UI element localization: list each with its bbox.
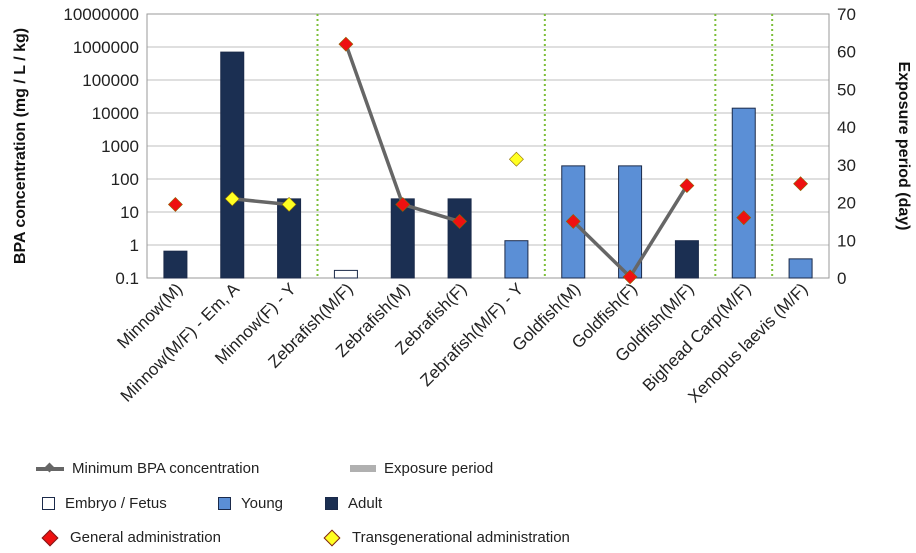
exposure-marker-5 [452, 214, 468, 229]
y-tick-label-5: 10000 [92, 104, 139, 123]
exposure-marker-1 [224, 191, 240, 207]
legend-item-general: General administration [40, 529, 221, 546]
bar-9 [674, 240, 699, 279]
y2-tick-label-4: 40 [837, 118, 856, 137]
x-tick-label-10: Bighead Carp(M/F) [639, 279, 755, 395]
legend-item-exposure: Exposure period [350, 460, 493, 477]
exposure-marker-2 [281, 197, 297, 212]
legend-embryo-swatch [42, 497, 55, 510]
legend-exposure-swatch [350, 465, 376, 472]
x-tick-label-6: Zebrafish(M/F) - Y [417, 279, 528, 390]
exposure-marker-11 [793, 176, 809, 192]
legend-general-label: General administration [70, 529, 221, 546]
y-tick-label-0: 0.1 [115, 269, 139, 288]
bar-6 [504, 240, 529, 279]
plot-frame [146, 13, 830, 279]
y-tick-label-1: 1 [130, 236, 139, 255]
legend-item-young: Young [218, 495, 283, 512]
bar-3 [333, 269, 358, 279]
y2-tick-label-6: 60 [837, 43, 856, 62]
legend-exposure-label: Exposure period [384, 460, 494, 477]
exposure-line-1 [344, 43, 461, 224]
y-tick-label-2: 10 [120, 203, 139, 222]
exposure-marker-7 [565, 214, 581, 229]
y-tick-label-8: 10000000 [63, 5, 139, 24]
y-tick-label-4: 1000 [101, 137, 139, 156]
chart-plot: 0.1 1 10 100 1000 10000 100000 1000000 10000000 0… [12, 5, 912, 406]
legend-transgenerational-label: Transgenerational administration [352, 529, 570, 546]
bar-5 [447, 198, 472, 279]
y2-tick-label-7: 70 [837, 5, 856, 24]
legend-young-label: Young [241, 495, 283, 512]
y2-axis-title: Exposure period (day) [895, 62, 912, 231]
y-tick-label-7: 1000000 [73, 38, 139, 57]
y2-tick-label-1: 10 [837, 231, 856, 250]
legend-embryo-label: Embryo / Fetus [65, 495, 167, 512]
legend-adult-label: Adult [348, 495, 383, 512]
bar-1 [220, 51, 245, 279]
chart-legend: Minimum BPA concentration Exposure perio… [0, 452, 916, 552]
exposure-marker-3 [338, 36, 354, 52]
legend-item-embryo: Embryo / Fetus [42, 495, 167, 512]
exposure-marker-9 [679, 178, 695, 194]
exposure-marker-8 [622, 269, 638, 285]
bar-11 [788, 258, 813, 279]
legend-young-swatch [218, 497, 231, 510]
y2-tick-label-0: 0 [837, 269, 846, 288]
bar-10 [731, 107, 756, 279]
legend-line-label: Minimum BPA concentration [72, 460, 260, 477]
exposure-marker-0 [167, 197, 183, 212]
y2-tick-label-2: 20 [837, 194, 856, 213]
legend-general-swatch [41, 529, 59, 546]
exposure-marker-10 [736, 210, 752, 226]
y-tick-label-3: 100 [111, 170, 139, 189]
y-tick-label-6: 100000 [82, 71, 139, 90]
exposure-line-0 [232, 197, 290, 207]
legend-item-line: Minimum BPA concentration [36, 460, 259, 477]
exposure-marker-4 [395, 197, 411, 212]
legend-item-transgenerational: Transgenerational administration [322, 529, 570, 546]
legend-line-swatch [36, 462, 64, 472]
y-axis-title: BPA concentration (mg / L / kg) [12, 28, 29, 264]
y2-tick-label-5: 50 [837, 80, 856, 99]
exposure-marker-6 [508, 151, 524, 167]
bar-0 [163, 250, 188, 279]
legend-adult-swatch [325, 497, 338, 510]
y2-tick-label-3: 30 [837, 156, 856, 175]
legend-item-adult: Adult [325, 495, 382, 512]
legend-transgenerational-swatch [323, 529, 341, 546]
